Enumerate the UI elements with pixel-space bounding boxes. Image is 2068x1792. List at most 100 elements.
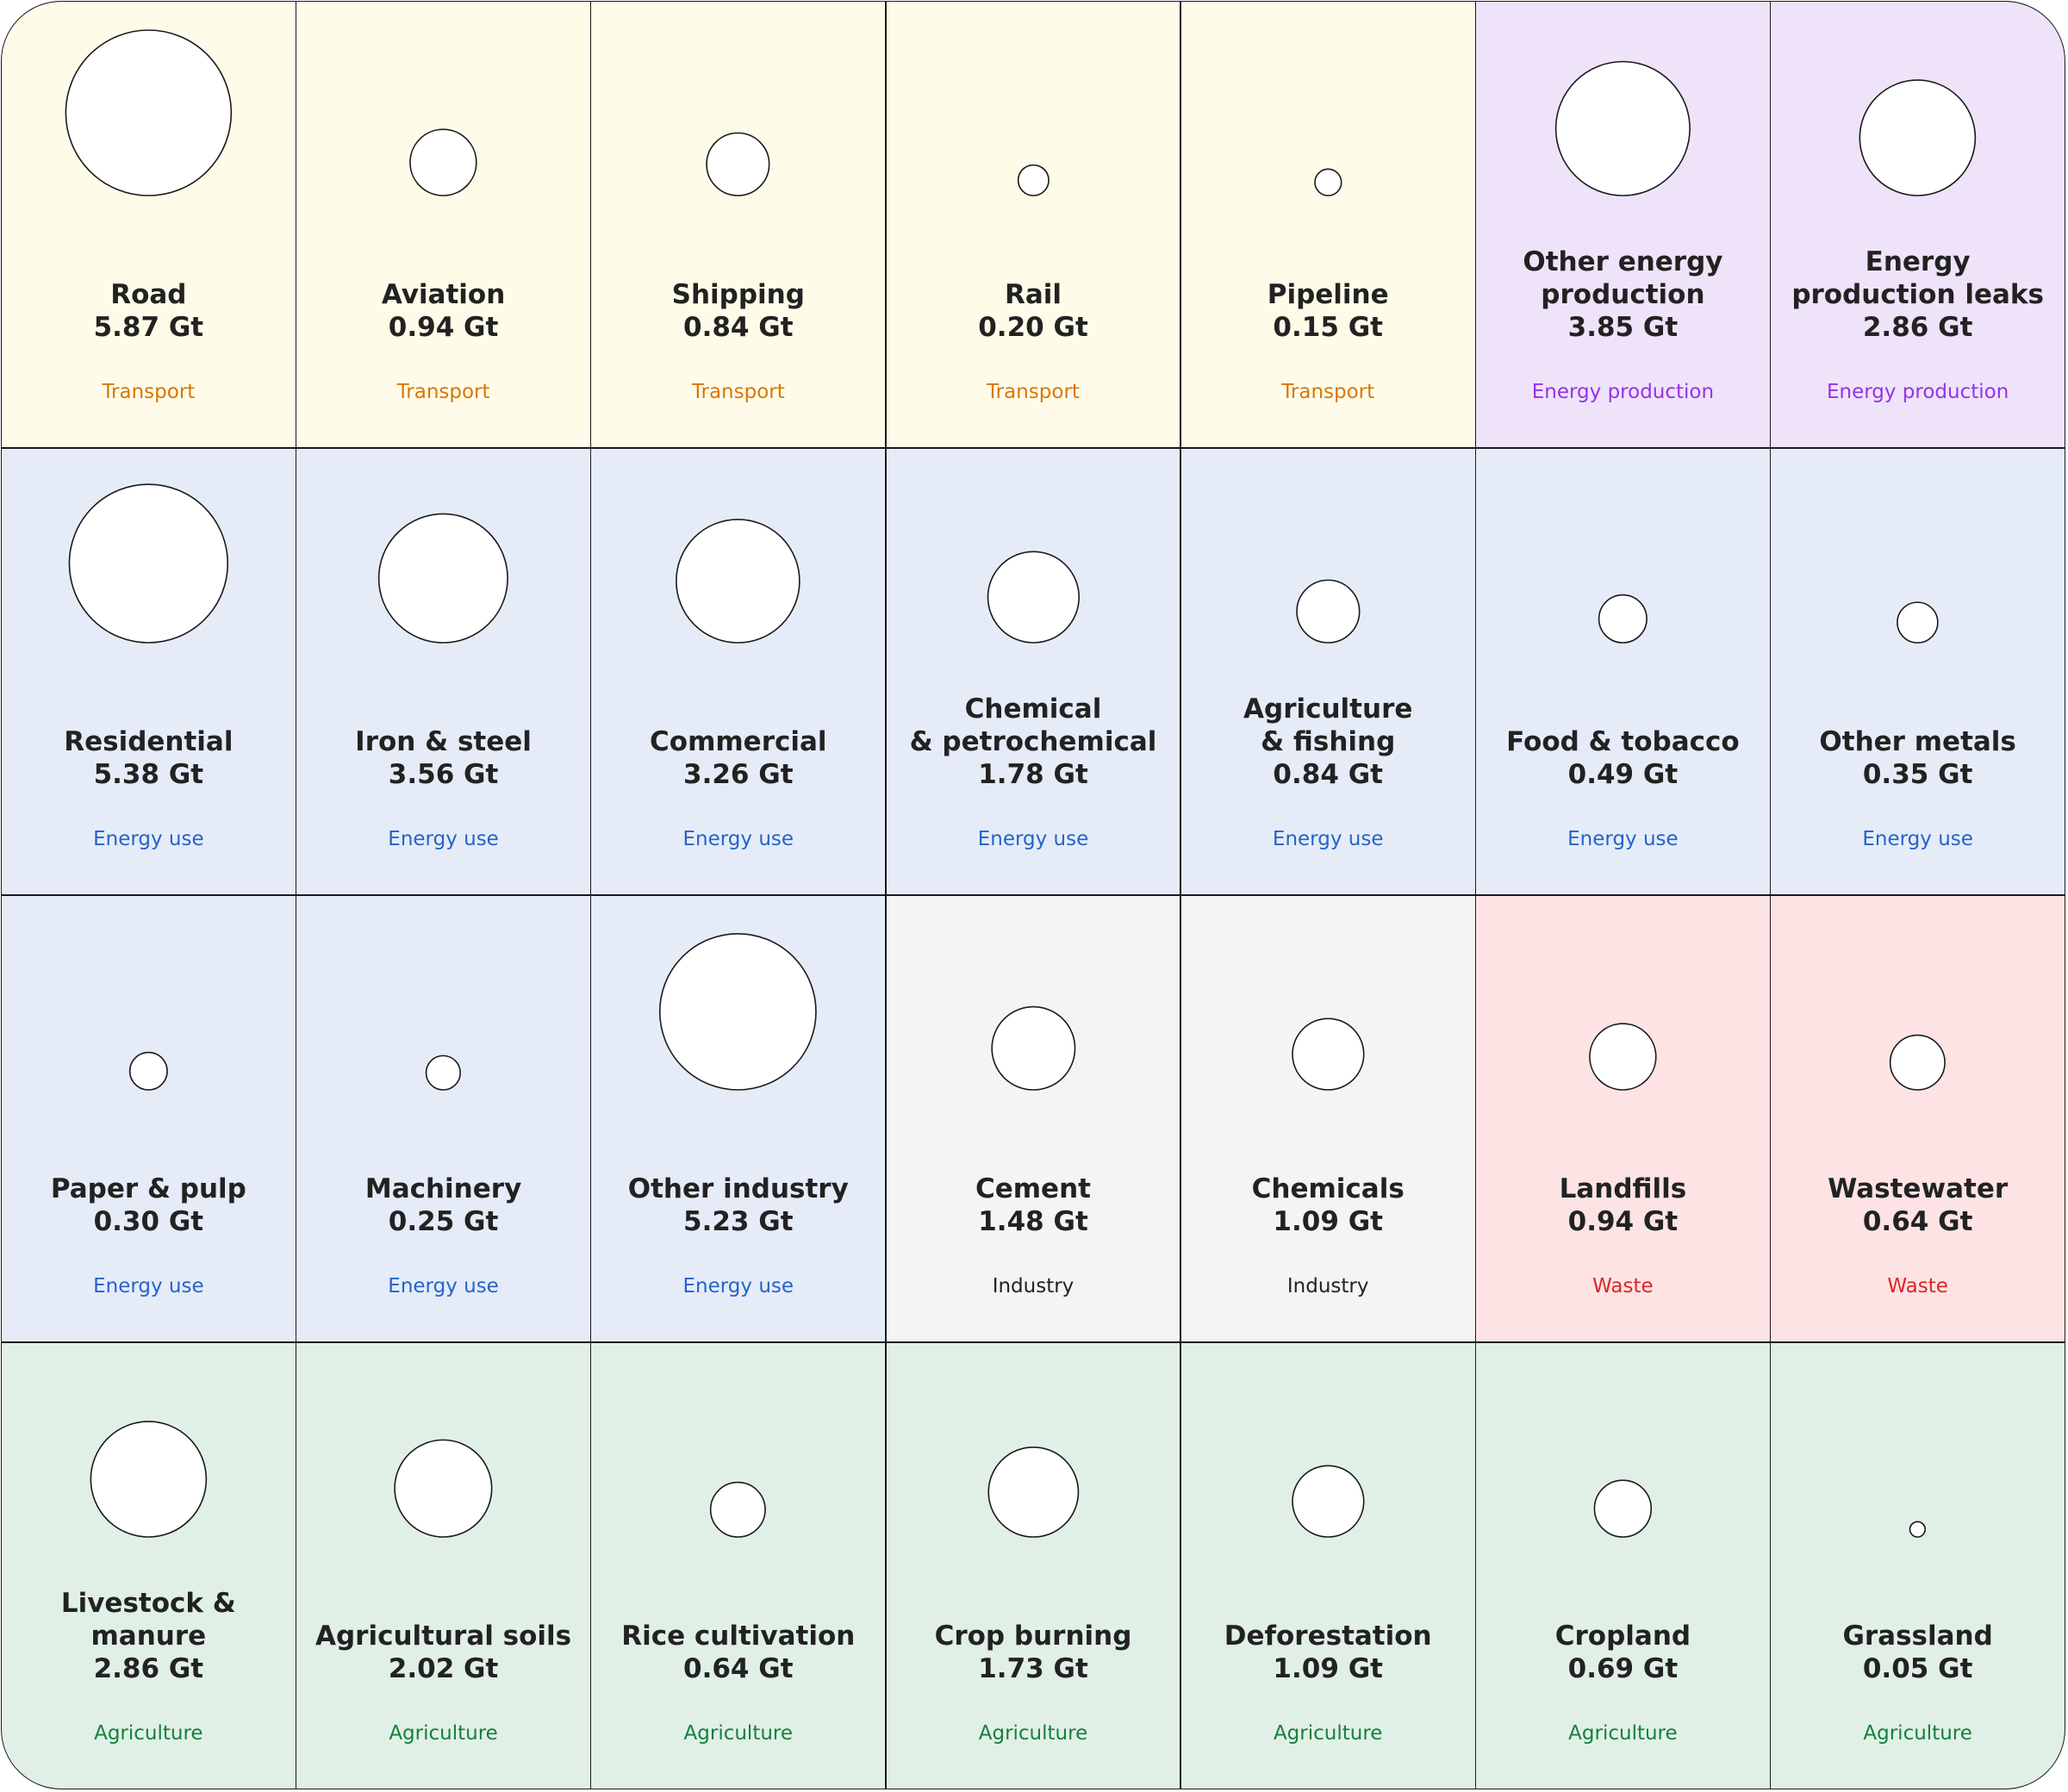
bubble-svg-livestock-manure — [90, 1420, 208, 1538]
tile-rice-cultivation: Rice cultivation 0.64 Gt Agriculture — [591, 1342, 886, 1789]
label-block-rice-cultivation: Rice cultivation 0.64 Gt — [591, 1620, 885, 1685]
bubble-svg-energy-production-leaks — [1859, 79, 1977, 196]
bubble-svg-iron-steel — [378, 513, 509, 644]
tile-cropland: Cropland 0.69 Gt Agriculture — [1476, 1342, 1770, 1789]
category-label: Transport — [987, 381, 1080, 404]
bubble-chemicals — [1292, 1017, 1365, 1091]
tile-commercial: Commercial 3.26 Gt Energy use — [591, 448, 886, 895]
tile-deforestation: Deforestation 1.09 Gt Agriculture — [1180, 1342, 1475, 1789]
bubble-svg-food-tobacco — [1598, 594, 1648, 644]
emission-value: 0.94 Gt — [388, 312, 499, 344]
tile-other-industry: Other industry 5.23 Gt Energy use — [591, 895, 886, 1342]
label-block-rail: Rail 0.20 Gt — [887, 278, 1180, 344]
bubble-machinery — [425, 1055, 462, 1091]
label-block-livestock-manure: Livestock & manure 2.86 Gt — [2, 1587, 296, 1685]
bubble-svg-other-metals — [1897, 601, 1939, 644]
tile-landfills: Landfills 0.94 Gt Waste — [1476, 895, 1770, 1342]
category-label: Energy production — [1531, 381, 1715, 404]
source-label: Rail — [1004, 279, 1062, 311]
bubble-svg-aviation — [409, 128, 477, 196]
bubble-svg-residential — [68, 483, 229, 644]
emission-value: 3.85 Gt — [1567, 312, 1679, 344]
label-block-crop-burning: Crop burning 1.73 Gt — [887, 1620, 1180, 1685]
tile-livestock-manure: Livestock & manure 2.86 Gt Agriculture — [2, 1342, 296, 1789]
bubble-deforestation — [1292, 1465, 1365, 1538]
bubble-livestock-manure — [90, 1420, 208, 1538]
category-label: Agriculture — [978, 1722, 1088, 1745]
tile-grassland: Grassland 0.05 Gt Agriculture — [1771, 1342, 2065, 1789]
tile-wastewater: Wastewater 0.64 Gt Waste — [1771, 895, 2065, 1342]
category-label: Energy use — [388, 828, 499, 851]
emission-value: 0.25 Gt — [388, 1206, 499, 1238]
emission-value: 5.87 Gt — [93, 312, 204, 344]
source-label: Energy production leaks — [1791, 246, 2044, 311]
category-label: Energy use — [977, 828, 1089, 851]
category-label: Transport — [1281, 381, 1375, 404]
source-label: Pipeline — [1267, 279, 1389, 311]
source-label: Wastewater — [1828, 1173, 2009, 1205]
label-block-chemical-petrochemical: Chemical & petrochemical 1.78 Gt — [887, 693, 1180, 791]
label-block-other-industry: Other industry 5.23 Gt — [591, 1173, 885, 1238]
source-label: Other metals — [1819, 726, 2016, 758]
label-block-residential: Residential 5.38 Gt — [2, 725, 296, 791]
emission-value: 0.35 Gt — [1862, 759, 1973, 791]
tile-crop-burning: Crop burning 1.73 Gt Agriculture — [886, 1342, 1180, 1789]
label-block-aviation: Aviation 0.94 Gt — [296, 278, 590, 344]
bubble-rail — [1017, 164, 1050, 196]
emission-value: 1.78 Gt — [978, 759, 1088, 791]
emission-value: 0.69 Gt — [1567, 1653, 1679, 1684]
emission-value: 1.48 Gt — [978, 1206, 1088, 1238]
category-label: Agriculture — [1863, 1722, 1972, 1745]
bubble-iron-steel — [378, 513, 509, 644]
category-label: Agriculture — [1568, 1722, 1678, 1745]
source-label: Paper & pulp — [50, 1173, 246, 1205]
source-label: Grassland — [1842, 1621, 1993, 1652]
label-block-paper-pulp: Paper & pulp 0.30 Gt — [2, 1173, 296, 1238]
category-label: Energy use — [1862, 828, 1973, 851]
bubble-svg-rice-cultivation — [710, 1481, 767, 1538]
emission-value: 0.20 Gt — [978, 312, 1088, 344]
bubble-svg-landfills — [1589, 1023, 1657, 1091]
category-label: Energy use — [388, 1275, 499, 1298]
source-label: Rice cultivation — [621, 1621, 856, 1652]
label-block-wastewater: Wastewater 0.64 Gt — [1771, 1173, 2065, 1238]
category-label: Energy production — [1826, 381, 2009, 404]
bubble-residential — [68, 483, 229, 644]
label-block-pipeline: Pipeline 0.15 Gt — [1181, 278, 1475, 344]
bubble-svg-crop-burning — [987, 1446, 1079, 1538]
source-label: Other energy production — [1523, 246, 1723, 311]
emission-value: 0.15 Gt — [1273, 312, 1383, 344]
emission-value: 0.64 Gt — [1862, 1206, 1973, 1238]
bubble-svg-machinery — [425, 1055, 462, 1091]
bubble-other-industry — [659, 932, 818, 1091]
label-block-landfills: Landfills 0.94 Gt — [1476, 1173, 1770, 1238]
bubble-cement — [990, 1005, 1075, 1091]
category-label: Agriculture — [94, 1722, 203, 1745]
tile-iron-steel: Iron & steel 3.56 Gt Energy use — [296, 448, 590, 895]
bubble-landfills — [1589, 1023, 1657, 1091]
bubble-svg-rail — [1017, 164, 1050, 196]
bubble-other-metals — [1897, 601, 1939, 644]
category-label: Industry — [992, 1275, 1074, 1298]
bubble-svg-other-energy-production — [1554, 60, 1691, 196]
category-label: Transport — [102, 381, 196, 404]
bubble-other-energy-production — [1554, 60, 1691, 196]
emission-value: 0.05 Gt — [1862, 1653, 1973, 1684]
emission-value: 2.86 Gt — [1862, 312, 1973, 344]
tile-chemical-petrochemical: Chemical & petrochemical 1.78 Gt Energy us… — [886, 448, 1180, 895]
bubble-svg-grassland — [1909, 1521, 1927, 1538]
label-block-deforestation: Deforestation 1.09 Gt — [1181, 1620, 1475, 1685]
tile-chemicals: Chemicals 1.09 Gt Industry — [1180, 895, 1475, 1342]
source-label: Food & tobacco — [1506, 726, 1740, 758]
emission-value: 0.49 Gt — [1567, 759, 1679, 791]
label-block-grassland: Grassland 0.05 Gt — [1771, 1620, 2065, 1685]
bubble-road — [65, 29, 233, 196]
source-label: Agricultural soils — [315, 1621, 572, 1652]
bubble-food-tobacco — [1598, 594, 1648, 644]
bubble-svg-shipping — [706, 132, 770, 196]
tile-agricultural-soils: Agricultural soils 2.02 Gt Agriculture — [296, 1342, 590, 1789]
category-label: Agriculture — [683, 1722, 794, 1745]
category-label: Energy use — [93, 1275, 204, 1298]
tile-residential: Residential 5.38 Gt Energy use — [2, 448, 296, 895]
bubble-agriculture-fishing — [1296, 579, 1361, 644]
